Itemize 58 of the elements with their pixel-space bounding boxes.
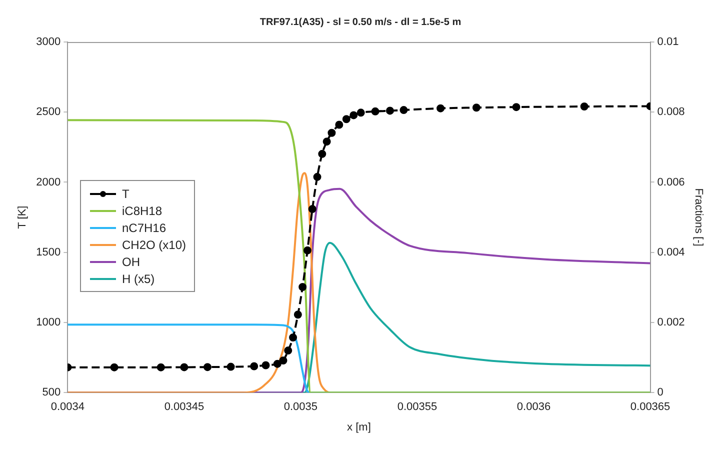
point [273,360,282,368]
y-tick-label: 1000 [36,316,61,329]
y-tick-label: 2500 [36,106,61,118]
point [156,363,165,372]
point [262,361,270,370]
y2-axis-title: Fractions [-] [692,188,704,246]
x-tick-label: 0.00345 [164,401,204,414]
y-axis-title: T [K] [16,206,29,229]
point [250,362,258,370]
y2-tick-label: 0 [657,386,664,399]
point [472,104,480,112]
point [308,205,316,214]
point [322,138,331,146]
legend-label: H (x5) [122,272,155,286]
legend-label: T [122,186,130,200]
point [328,128,336,137]
x-axis-title: x [m] [347,421,371,434]
y2-tick-label: 0.002 [657,316,685,329]
point [180,363,188,372]
y-tick-label: 1500 [36,246,61,258]
point [356,108,365,117]
point [512,103,520,112]
legend-label: nC7H16 [122,220,166,234]
y2-tick-label: 0.004 [657,246,685,258]
point [342,115,350,124]
point [400,106,408,114]
y2-tick-label: 0.01 [657,36,679,48]
point [313,172,322,181]
x-tick-label: 0.00365 [630,401,670,414]
y-tick-label: 500 [42,386,61,399]
point [110,363,118,372]
point [436,104,445,112]
point [350,111,358,120]
point [335,120,344,129]
point [298,283,307,291]
point [279,356,288,364]
x-tick-label: 0.0034 [50,401,84,414]
x-tick-label: 0.0036 [516,401,551,414]
chart-title: TRF97.1(A35) - sl = 0.50 m/s - dl = 1.5e-5 m [260,16,462,28]
point [294,310,302,319]
x-tick-label: 0.0035 [284,401,318,414]
y2-tick-label: 0.006 [657,176,685,188]
legend-label: OH [122,254,140,268]
point [289,333,298,342]
y-tick-label: 3000 [36,36,61,48]
point [226,362,235,371]
y-tick-label: 2000 [36,176,61,188]
point [386,106,394,115]
point [303,246,312,254]
point [318,150,326,158]
point [284,346,292,355]
point [371,107,380,116]
point [203,363,212,372]
y2-tick-label: 0.008 [657,106,685,118]
x-tick-label: 0.00355 [397,401,438,414]
point [580,102,588,111]
legend-label: iC8H18 [122,204,162,218]
legend-label: CH2O (x10) [122,238,186,252]
